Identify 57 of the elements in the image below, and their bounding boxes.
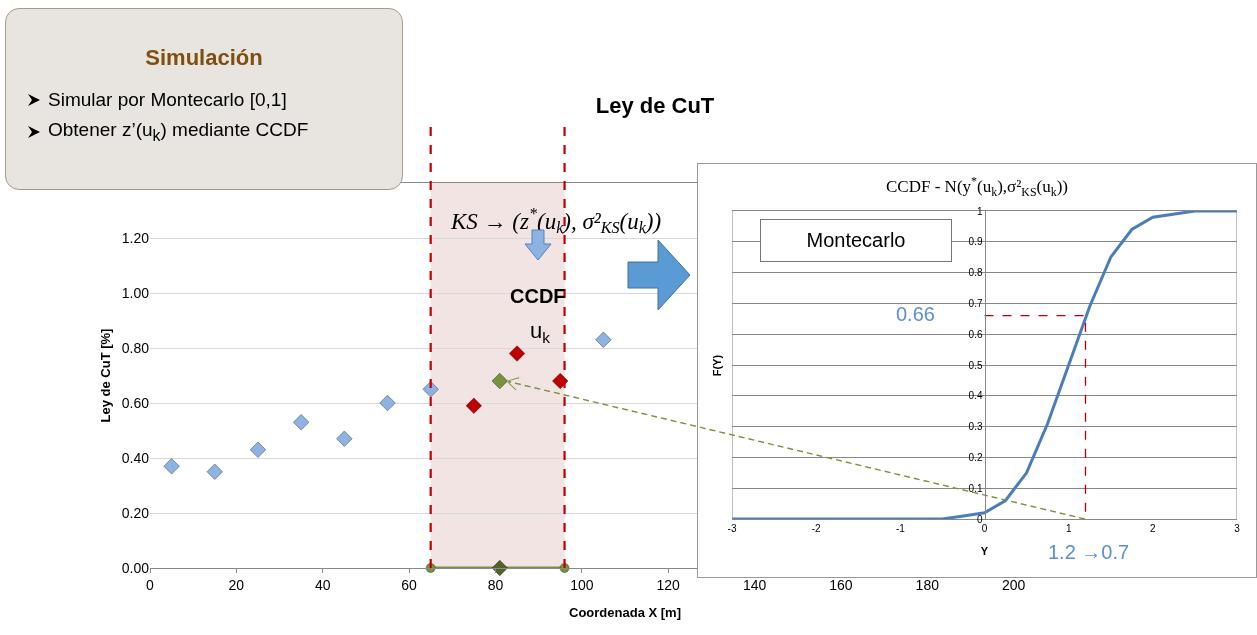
y-tick-label: 0.20 — [121, 504, 150, 521]
y-tick-label: 1.20 — [121, 229, 150, 246]
x-tick-label: 80 — [487, 576, 504, 593]
y-tick-label: 0.60 — [121, 394, 150, 411]
x-tick-label: 140 — [742, 576, 767, 593]
point — [206, 463, 224, 481]
text-card: Simulación Simular por Montecarlo [0,1] Obtener z’(u$_{k}$) mediante CCDF — [5, 8, 403, 190]
y-tick-label: 0.6 — [968, 328, 983, 340]
x-tick-label: 20 — [228, 576, 245, 593]
y-tick-label: 0.3 — [968, 421, 983, 433]
y-tick-label: 1.00 — [121, 284, 150, 301]
point — [491, 372, 509, 390]
x-tick-label: 160 — [829, 576, 853, 593]
y-tick-label: 0.40 — [121, 449, 150, 466]
y-axis-title: F(Y) — [711, 354, 724, 377]
point — [292, 413, 310, 431]
y-tick-label: 1 — [976, 205, 983, 217]
point — [379, 394, 396, 412]
chart-title: CCDF - N(y$^{*}$(u$_{k}$),σ²$_{KS}$(u$_{k}$)) — [886, 173, 1068, 199]
x-tick-label: -1 — [895, 523, 906, 534]
y-tick-label: 0.80 — [121, 339, 150, 356]
x-tick-label: 3 — [1234, 523, 1241, 534]
point — [249, 441, 267, 459]
point — [491, 559, 509, 577]
x-tick-label: 2 — [1150, 523, 1157, 534]
y-tick-label: 0.9 — [968, 236, 983, 248]
text-box: Montecarlo — [760, 219, 952, 262]
y-tick-label: 0.00 — [121, 559, 150, 576]
x-tick-label: 120 — [656, 576, 681, 593]
x-tick-label: -3 — [727, 523, 737, 534]
annotation: u$_{k}$ — [530, 318, 551, 346]
annotation: 0.66 — [896, 303, 935, 325]
y-tick-label: 0.2 — [968, 451, 983, 463]
point — [508, 345, 526, 362]
y-axis-title: Ley de CuT [%] — [97, 328, 113, 423]
y-tick-label: 0.7 — [968, 297, 983, 309]
annotation: CCDF — [510, 285, 566, 307]
x-tick-label: -2 — [811, 523, 822, 534]
x-tick-label: 200 — [1001, 576, 1026, 593]
x-axis-title: Coordenada X [m] — [569, 605, 681, 620]
x-tick-label: 1 — [1065, 523, 1072, 534]
y-tick-label: 0.5 — [968, 359, 983, 371]
point — [595, 331, 612, 349]
y-tick-label: 0 — [976, 513, 983, 525]
x-axis-title: Y — [980, 545, 989, 558]
x-tick-label: 180 — [915, 576, 940, 593]
chart-title: Ley de CuT — [595, 92, 715, 118]
x-tick-label: 60 — [401, 576, 418, 593]
x-tick-label: 100 — [570, 576, 594, 593]
annotation: 1.2 →0.7 — [1048, 541, 1130, 563]
y-tick-label: 0.8 — [968, 267, 983, 279]
y-tick-label: 0.1 — [968, 482, 983, 494]
point — [336, 430, 353, 448]
point — [465, 397, 483, 415]
y-tick-label: 0.4 — [968, 390, 983, 402]
x-tick-label: 40 — [314, 576, 331, 593]
point — [163, 457, 180, 475]
